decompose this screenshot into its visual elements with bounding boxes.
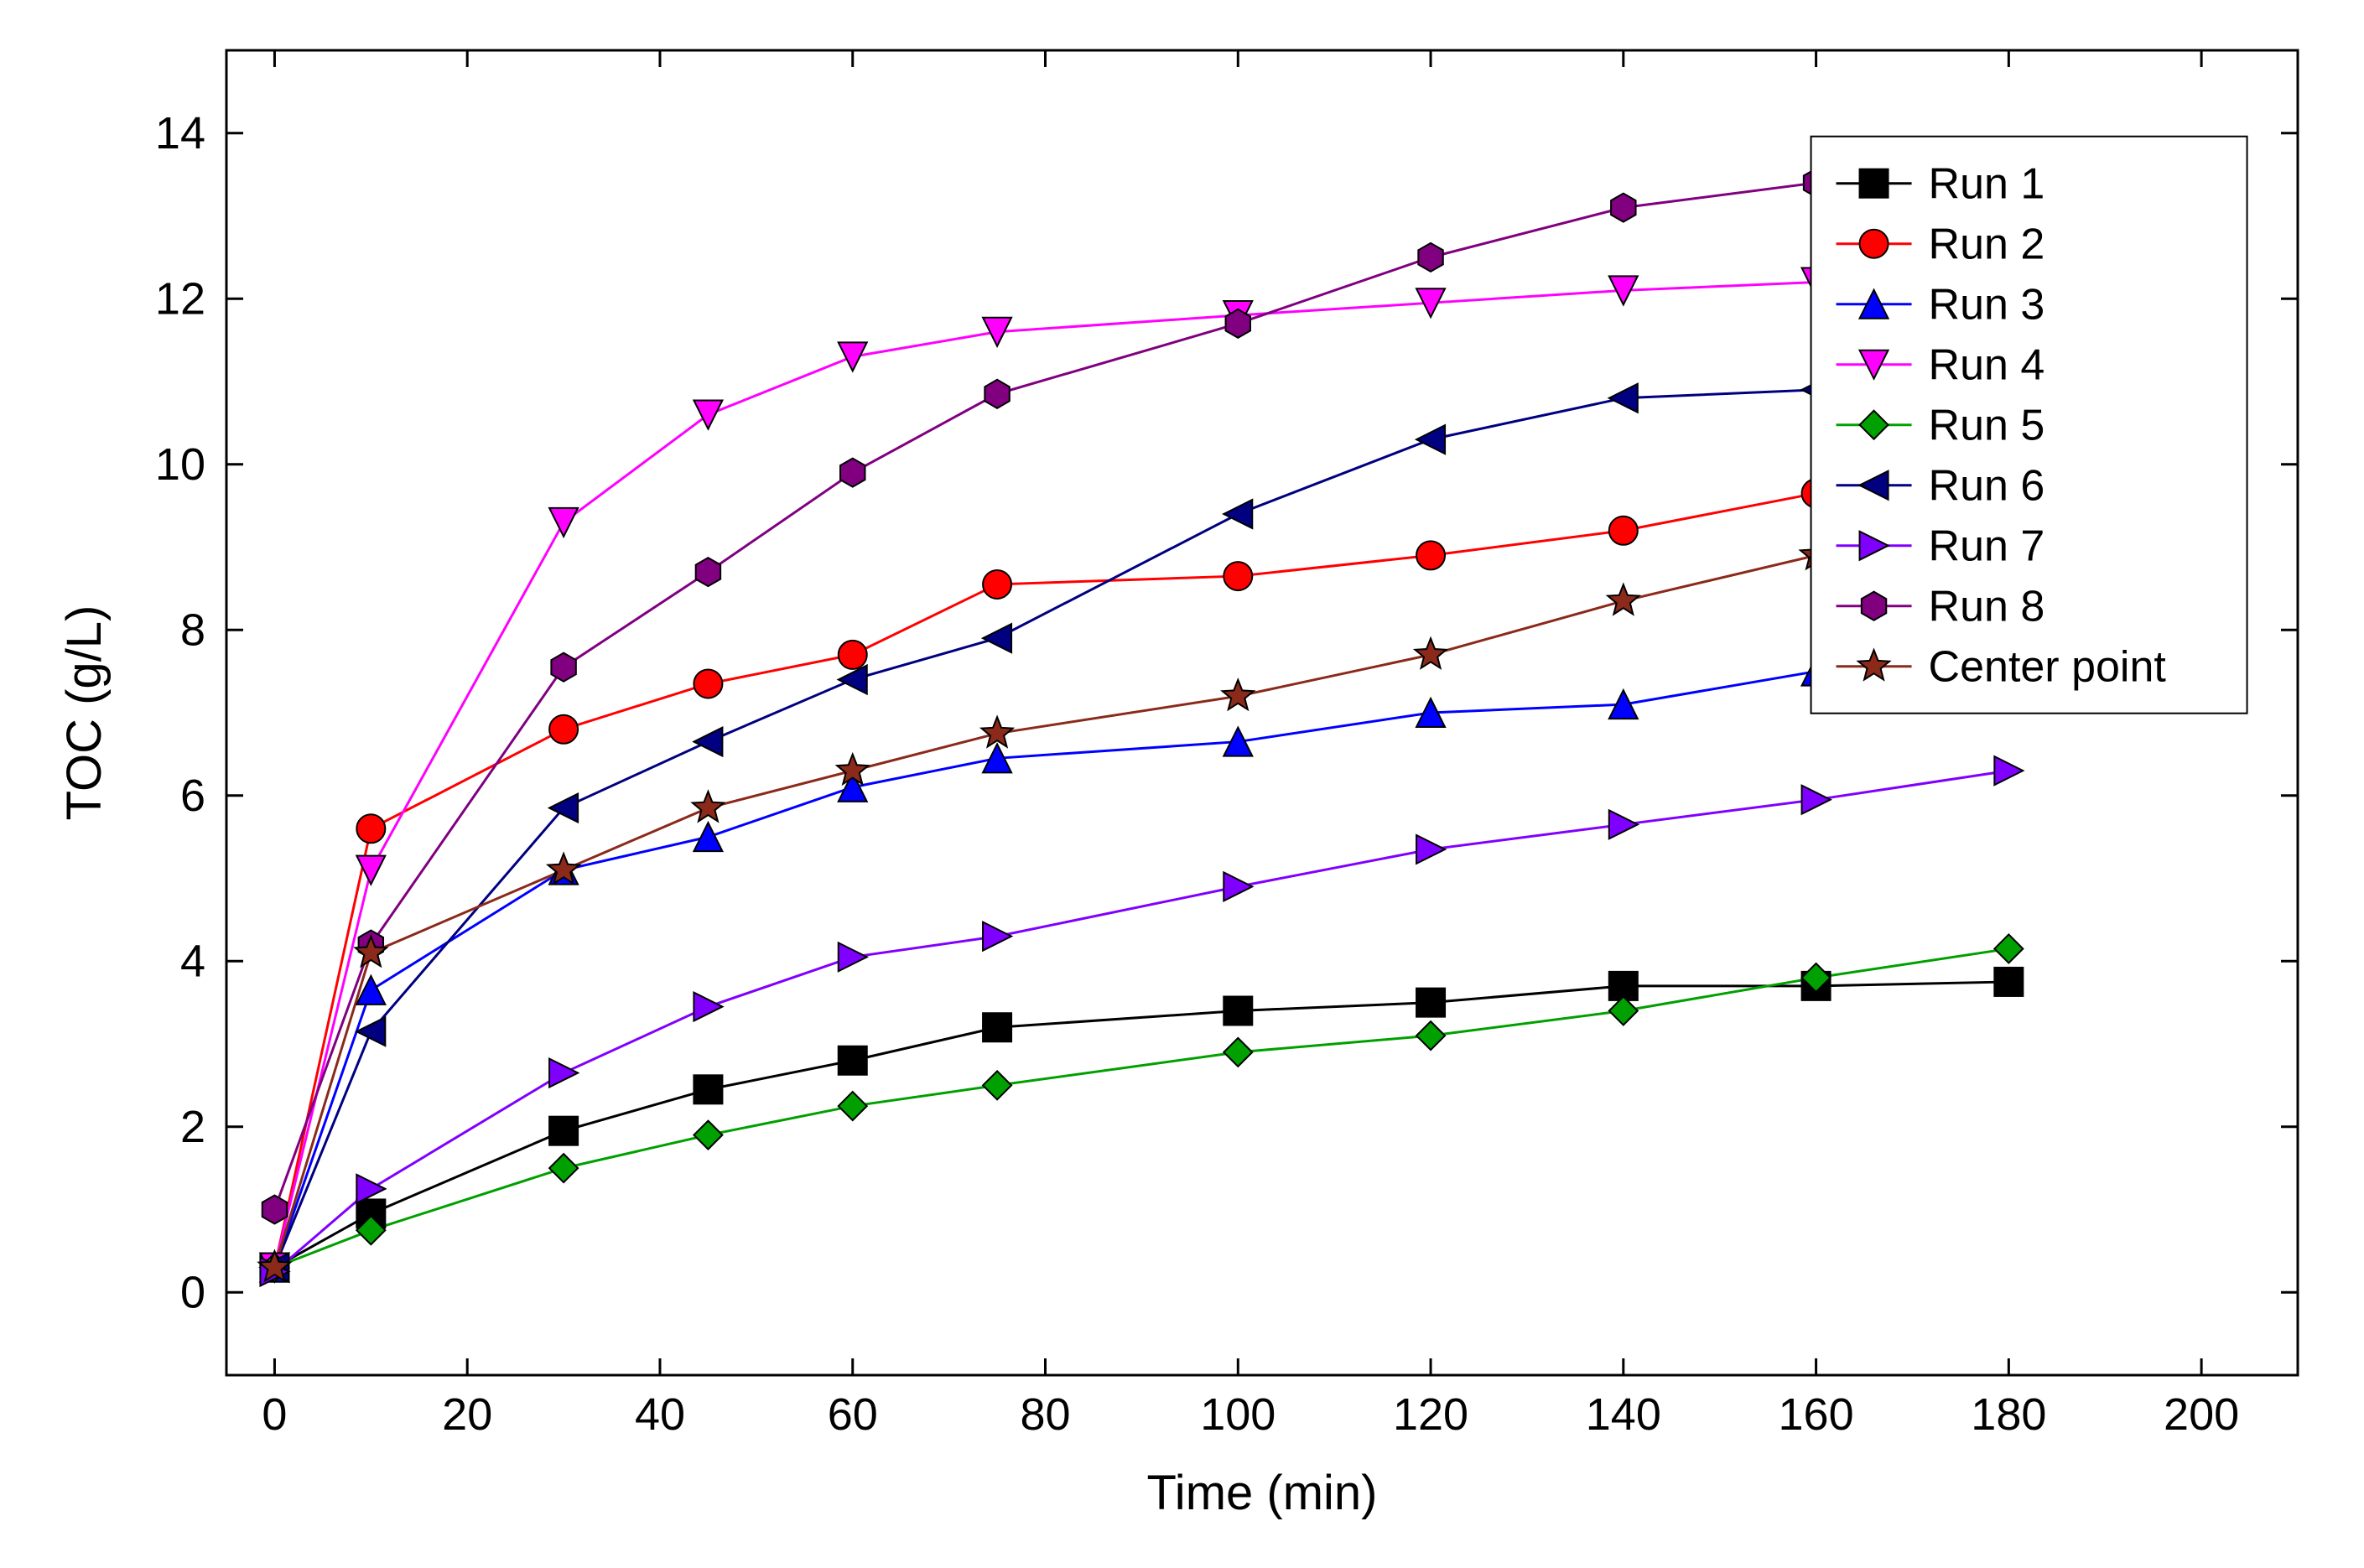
series-line <box>274 982 2008 1268</box>
y-tick-label: 8 <box>180 605 205 655</box>
legend-label: Run 4 <box>1929 341 2045 390</box>
x-tick-label: 0 <box>262 1389 287 1440</box>
series-line <box>274 278 2008 1268</box>
y-tick-label: 6 <box>180 771 205 821</box>
y-tick-label: 12 <box>155 273 205 324</box>
legend-label: Run 7 <box>1929 522 2045 571</box>
series-line <box>274 948 2008 1267</box>
y-tick-label: 14 <box>155 108 205 158</box>
y-tick-label: 10 <box>155 439 205 490</box>
y-tick-label: 0 <box>180 1267 205 1317</box>
x-tick-label: 140 <box>1586 1389 1661 1440</box>
series-markers <box>260 657 2023 1282</box>
series-markers <box>260 756 2023 1285</box>
y-tick-label: 4 <box>180 936 205 986</box>
chart-container: 0 20 40 60 80 100 120 140 160 180 200 0 2 4 6 8 10 12 14 Ti… <box>0 0 2364 1568</box>
legend-label: Run 6 <box>1929 462 2045 511</box>
plot-area <box>259 152 2024 1285</box>
series-markers <box>262 152 2021 1223</box>
series-markers <box>260 968 2023 1282</box>
x-tick-label: 100 <box>1200 1389 1276 1440</box>
y-axis-label: TOC (g/L) <box>57 605 112 821</box>
x-tick-label: 20 <box>442 1389 492 1440</box>
series-markers <box>259 518 2024 1280</box>
y-tick-label: 2 <box>180 1102 205 1152</box>
x-tick-label: 80 <box>1020 1389 1070 1440</box>
legend-label: Run 5 <box>1929 402 2045 450</box>
series-markers <box>260 359 2023 1282</box>
legend-label: Run 1 <box>1929 160 2045 209</box>
x-axis-label: Time (min) <box>1147 1466 1378 1520</box>
x-tick-label: 120 <box>1393 1389 1468 1440</box>
chart-svg: 0 20 40 60 80 100 120 140 160 180 200 0 2 4 6 8 10 12 14 Ti… <box>0 0 2364 1568</box>
x-tick-label: 160 <box>1779 1389 1854 1440</box>
x-tick-label: 60 <box>828 1389 878 1440</box>
series-line <box>274 535 2008 1268</box>
x-tick-label: 200 <box>2164 1389 2239 1440</box>
legend-label: Run 3 <box>1929 281 2045 330</box>
legend-label: Center point <box>1929 643 2167 692</box>
legend-label: Run 8 <box>1929 583 2045 631</box>
x-tick-label: 180 <box>1971 1389 2046 1440</box>
series-line <box>274 485 2008 1267</box>
series-line <box>274 771 2008 1271</box>
x-tick-label: 40 <box>635 1389 685 1440</box>
legend-label: Run 2 <box>1929 221 2045 269</box>
series-markers <box>260 264 2023 1282</box>
